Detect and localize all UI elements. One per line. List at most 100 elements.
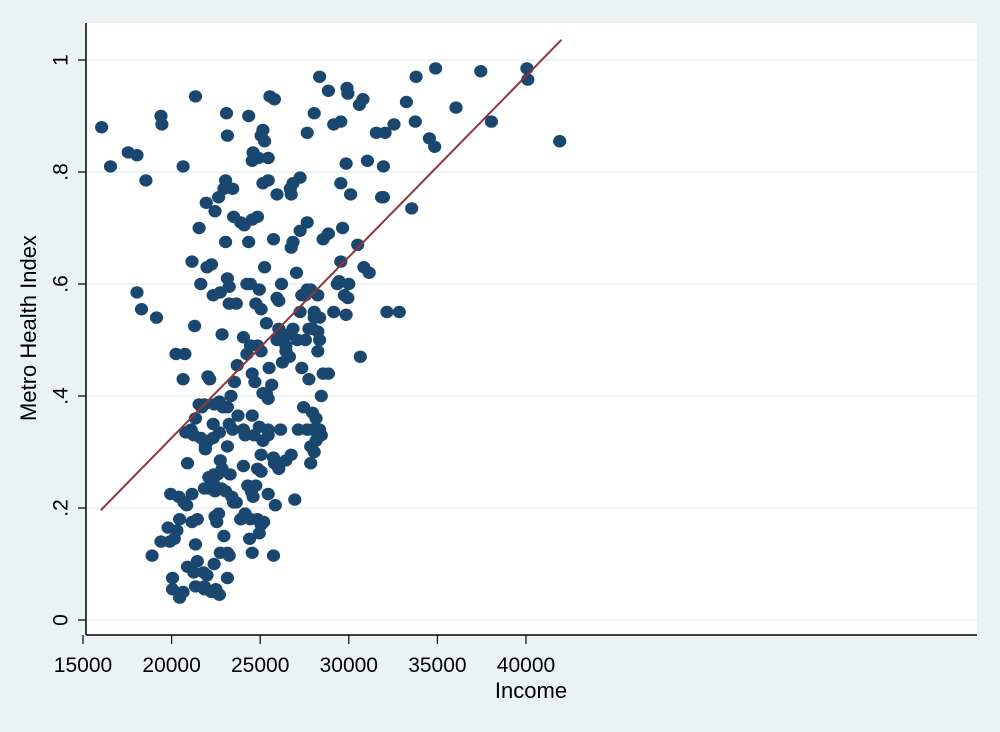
data-point: [307, 107, 321, 120]
data-point: [231, 409, 245, 422]
data-point: [220, 571, 234, 585]
data-point: [307, 311, 321, 324]
data-point: [254, 465, 268, 478]
data-point: [429, 62, 443, 75]
data-point: [236, 331, 250, 344]
data-point: [268, 499, 282, 512]
data-point: [180, 499, 194, 512]
data-point: [286, 322, 300, 335]
x-tick-label: 30000: [320, 654, 378, 677]
data-point: [341, 87, 355, 100]
data-point: [261, 174, 275, 187]
data-point: [212, 588, 226, 601]
data-point: [321, 84, 335, 98]
data-point: [266, 233, 281, 246]
data-point: [198, 443, 212, 456]
data-point: [227, 375, 242, 389]
data-point: [254, 345, 268, 358]
data-point: [208, 205, 222, 218]
data-point: [155, 118, 169, 131]
data-point: [266, 549, 281, 562]
data-point: [249, 479, 263, 492]
data-point: [192, 221, 206, 235]
data-point: [242, 235, 256, 249]
y-tick-label: .4: [50, 387, 73, 405]
data-point: [360, 154, 374, 167]
data-point: [339, 157, 353, 170]
data-point: [245, 409, 259, 422]
data-point: [314, 389, 328, 403]
data-point: [378, 126, 392, 139]
data-point: [165, 571, 180, 585]
data-point: [176, 585, 190, 599]
data-point: [341, 291, 355, 305]
data-point: [311, 289, 325, 302]
y-axis-title: Metro Health Index: [16, 235, 41, 421]
data-point: [134, 303, 149, 316]
data-point: [553, 135, 567, 148]
data-point: [380, 305, 394, 319]
data-point: [302, 373, 316, 386]
data-point: [248, 375, 262, 389]
data-point: [334, 177, 348, 190]
x-axis-ticks: 15000 20000 25000 30000 35000 40000: [54, 635, 555, 677]
data-point: [408, 115, 422, 128]
data-point: [293, 171, 307, 184]
data-point: [274, 277, 289, 291]
data-point: [321, 367, 335, 380]
data-point: [298, 333, 312, 347]
data-point: [215, 328, 229, 341]
data-point: [279, 345, 293, 358]
linear-fit-line: [100, 39, 563, 511]
data-point: [238, 507, 252, 520]
data-point: [405, 202, 419, 215]
data-point: [212, 426, 226, 439]
data-point: [327, 305, 341, 319]
data-point: [176, 160, 190, 173]
data-point: [225, 490, 239, 503]
data-point: [219, 107, 234, 120]
data-point: [187, 566, 201, 579]
data-point: [376, 191, 390, 204]
scatter-points: [95, 62, 567, 604]
data-point: [258, 135, 272, 148]
data-point: [376, 160, 390, 173]
data-point: [257, 515, 271, 529]
data-point: [321, 227, 335, 240]
data-point: [334, 255, 348, 268]
data-point: [275, 328, 289, 341]
data-point: [293, 224, 307, 237]
data-point: [130, 149, 144, 162]
data-point: [130, 286, 144, 299]
data-point: [226, 182, 240, 195]
data-point: [219, 174, 233, 187]
data-point: [520, 62, 534, 75]
data-point: [288, 493, 302, 506]
data-point: [256, 123, 270, 137]
data-point: [259, 317, 273, 330]
y-tick-label: .8: [50, 163, 73, 181]
data-point: [188, 412, 203, 425]
data-point: [392, 305, 406, 319]
data-point: [188, 538, 203, 551]
data-point: [274, 423, 288, 436]
data-point: [178, 347, 192, 361]
data-point: [243, 532, 257, 545]
data-point: [204, 258, 219, 271]
data-point: [176, 373, 190, 386]
x-tick-label: 25000: [231, 654, 289, 677]
data-point: [387, 118, 401, 131]
x-tick-label: 15000: [54, 654, 112, 677]
data-point: [449, 101, 463, 114]
data-point: [409, 70, 423, 84]
data-point: [304, 457, 318, 470]
data-point: [223, 468, 237, 481]
y-tick-label: .2: [50, 499, 73, 517]
data-point: [261, 487, 275, 501]
data-point: [305, 423, 320, 436]
data-point: [217, 529, 231, 543]
data-point: [262, 361, 276, 375]
y-tick-label: .6: [50, 275, 73, 293]
data-point: [236, 459, 250, 473]
